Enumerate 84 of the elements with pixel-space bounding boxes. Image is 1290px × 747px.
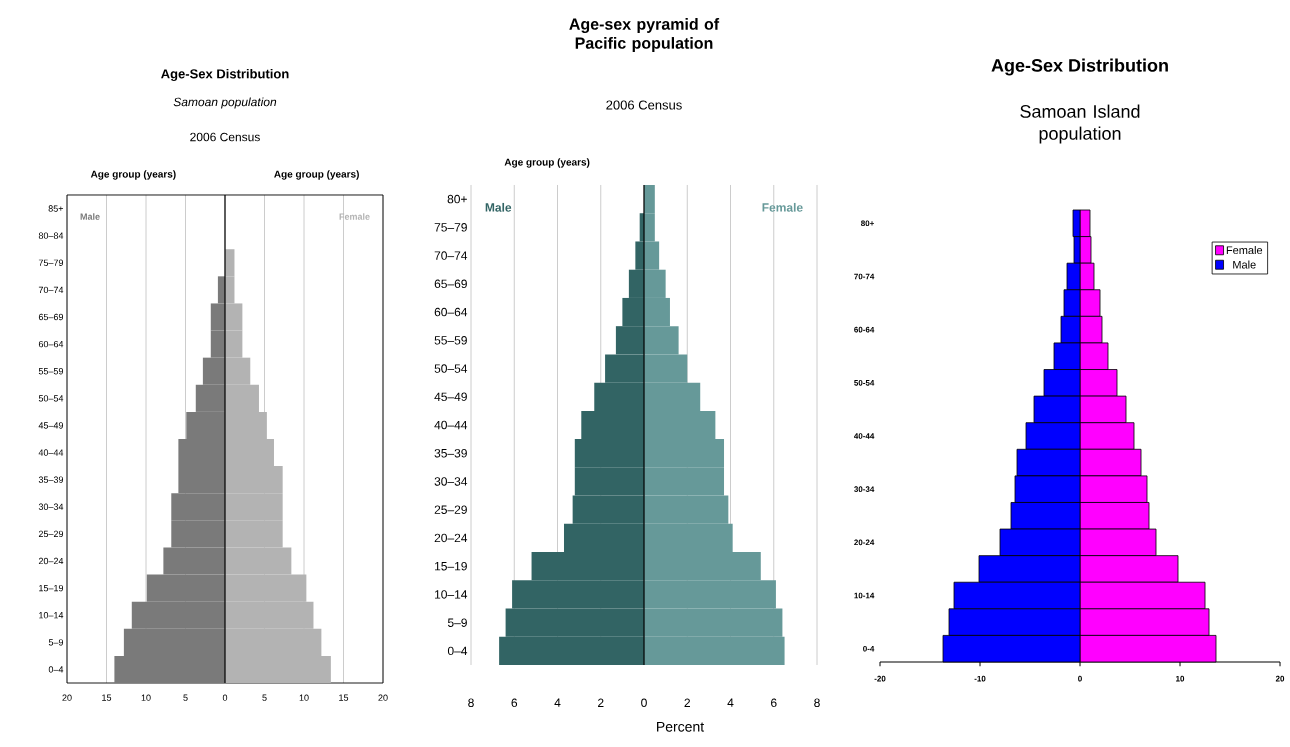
x-tick-label: 0 (222, 694, 228, 701)
x-tick-label: -10 (974, 675, 986, 682)
y-axis-title: Age group (years) (504, 158, 590, 168)
x-tick-label: 6 (771, 698, 777, 708)
y-tick-label: 30-34 (854, 486, 875, 493)
y2-axis-title: Age group (years) (274, 170, 359, 180)
x-tick-label: 4 (554, 698, 561, 707)
x-tick-label: 0 (1078, 675, 1082, 682)
y-tick-label: 20–24 (38, 557, 64, 565)
y-tick-label: 75–79 (434, 223, 467, 232)
y-tick-label: 10–14 (39, 612, 64, 619)
x-axis-title: Percent (657, 721, 705, 732)
y-tick-label: 15–19 (39, 584, 64, 592)
y-tick-label: 20-24 (854, 539, 875, 546)
y-tick-label: 30–34 (38, 503, 64, 510)
y-tick-label: 65–69 (434, 279, 467, 289)
y-tick-label: 30–34 (434, 477, 468, 486)
y-tick-label: 10-14 (854, 592, 875, 599)
chart-subtitle: Samoan Island population (1020, 104, 1140, 144)
y-tick-label: 10–14 (435, 590, 468, 599)
x-tick-label: 20 (62, 694, 72, 701)
x-tick-label: 5 (183, 694, 188, 701)
y-tick-label: 0–4 (447, 646, 468, 656)
y-tick-label: 85+ (48, 205, 64, 212)
text: Male (485, 202, 512, 212)
x-tick-label: 6 (511, 698, 518, 708)
y-tick-label: 50–54 (38, 395, 64, 402)
y-tick-label: 60-64 (854, 326, 875, 333)
text: 2006 Census (190, 132, 260, 142)
y-tick-label: 65–69 (38, 313, 64, 321)
y-tick-label: 0–4 (48, 666, 64, 673)
x-tick-label: 0 (641, 698, 647, 708)
y-tick-label: 35–39 (38, 476, 64, 483)
y-tick-label: 80+ (861, 220, 875, 227)
chart-subtitle: Samoan population (173, 97, 277, 109)
x-tick-label: 10 (299, 694, 309, 701)
x-tick-label: 15 (339, 694, 349, 701)
x-tick-label: 8 (814, 698, 820, 708)
x-tick-label: 4 (727, 698, 734, 707)
y-tick-label: 45–49 (38, 422, 64, 429)
text: Female (339, 213, 370, 220)
x-tick-label: 10 (141, 694, 151, 701)
x-tick-label: 20 (1275, 675, 1285, 682)
chart-title: Age-sex pyramid of Pacific population (569, 18, 720, 52)
x-tick-label: 8 (468, 698, 474, 708)
y-tick-label: 55–59 (38, 368, 64, 375)
y-tick-label: 25–29 (38, 530, 64, 538)
y-tick-label: 50-54 (854, 379, 875, 386)
x-tick-label: 10 (1176, 675, 1185, 682)
y-tick-label: 70-74 (854, 273, 875, 280)
chart-title: Age-Sex Distribution (161, 68, 289, 82)
text: Female (762, 202, 803, 212)
y-tick-label: 0-4 (863, 645, 875, 652)
y-tick-label: 5–9 (447, 618, 467, 627)
y-tick-label: 40–44 (434, 420, 468, 430)
x-tick-label: -20 (874, 675, 886, 682)
y-tick-label: 80+ (447, 194, 467, 204)
x-tick-label: 2 (684, 698, 690, 707)
legend-label: Male (1233, 260, 1256, 269)
y-axis-title: Age group (years) (90, 170, 176, 180)
y-tick-label: 80–84 (38, 232, 64, 239)
y-tick-label: 50–54 (434, 364, 468, 373)
y-tick-label: 45–49 (434, 392, 467, 401)
y-tick-label: 60–64 (38, 340, 64, 348)
legend-label: Female (1226, 246, 1263, 255)
y-tick-label: 40-44 (854, 433, 875, 439)
x-tick-label: 5 (262, 694, 267, 701)
y-tick-label: 20–24 (434, 533, 468, 543)
y-tick-label: 60–64 (434, 307, 468, 317)
y-tick-label: 70–74 (38, 286, 64, 294)
x-tick-label: 2 (598, 698, 604, 707)
y-tick-label: 5–9 (48, 639, 64, 646)
y-tick-label: 40–44 (38, 449, 64, 456)
x-tick-label: 15 (102, 694, 112, 701)
y-tick-label: 25–29 (434, 505, 467, 514)
x-tick-label: 20 (378, 694, 388, 701)
y-tick-label: 35–39 (434, 448, 467, 458)
y-tick-label: 75–79 (38, 259, 64, 266)
text: Male (80, 213, 100, 220)
y-tick-label: 70–74 (434, 251, 468, 260)
chart-title: Age-Sex Distribution (991, 58, 1168, 76)
y-tick-label: 15–19 (435, 561, 467, 571)
chart-subtitle: 2006 Census (606, 100, 682, 110)
y-tick-label: 55–59 (434, 336, 467, 345)
